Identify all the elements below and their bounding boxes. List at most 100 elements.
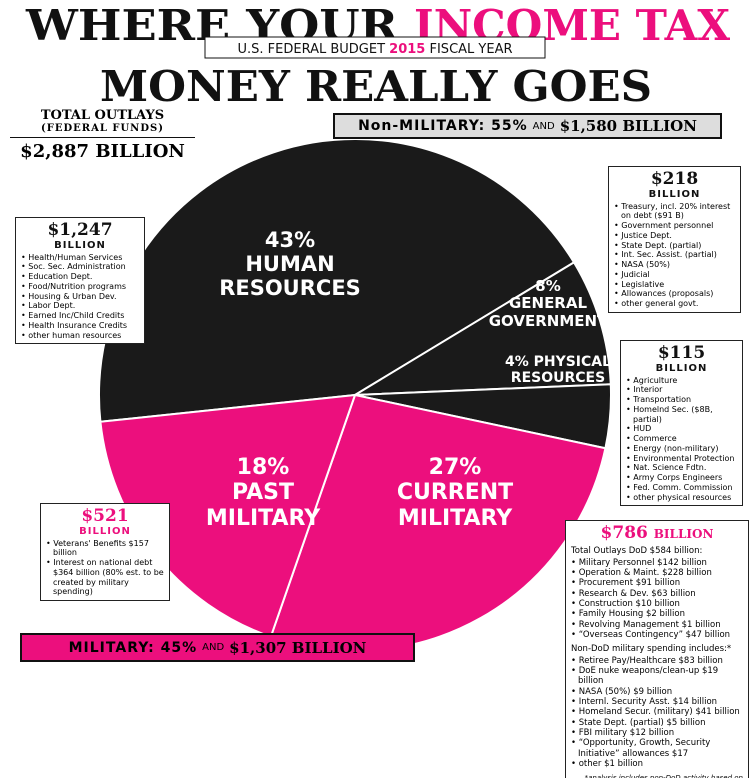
box-unit: BILLION: [655, 362, 708, 374]
list-item: Housing & Urban Dev.: [21, 292, 139, 302]
title: MONEY REALLY GOES: [100, 62, 652, 111]
slice-percent: 27%: [428, 455, 482, 480]
banner-amount: $1,307 BILLION: [229, 638, 367, 657]
slice-category: PAST MILITARY: [205, 480, 321, 531]
list-item: Homelnd Sec. ($8B, partial): [626, 405, 737, 425]
box-unit: BILLION: [54, 239, 106, 251]
list-item: Agriculture: [626, 376, 737, 386]
list-item: Research & Dev. $63 billion: [571, 589, 743, 599]
slice-category: GENERAL GOVERNMENT: [488, 294, 608, 330]
slice-label: 8% GENERAL GOVERNMENT: [478, 277, 618, 330]
list-item: Soc. Sec. Administration: [21, 262, 139, 272]
banner-label: Non-MILITARY: 55%: [358, 118, 528, 134]
list-item: Labor Dept.: [21, 301, 139, 311]
list-item: Operation & Maint. $228 billion: [571, 568, 743, 578]
item-list: Retiree Pay/Healthcare $83 billionDoE nu…: [571, 656, 743, 770]
list-item: Veterans' Benefits $157 billion: [46, 539, 164, 559]
total-label: TOTAL OUTLAYS: [40, 108, 165, 123]
list-item: Family Housing $2 billion: [571, 609, 743, 619]
list-item: Education Dept.: [21, 272, 139, 282]
non-military-banner: Non-MILITARY: 55% AND $1,580 BILLION: [333, 113, 722, 139]
footnote: *analysis includes non-DoD activity base…: [584, 773, 743, 778]
box-unit: BILLION: [653, 527, 714, 541]
slice-percent: 8%: [535, 277, 561, 295]
box-amount: $218: [650, 169, 699, 189]
list-item: Interest on national debt $364 billion (…: [46, 558, 164, 597]
total-note: (FEDERAL FUNDS): [10, 123, 195, 138]
slice-label: 4% PHYSICAL RESOURCES: [493, 354, 623, 386]
list-item: “Opportunity, Growth, Security Initiativ…: [571, 738, 743, 759]
banner-label: MILITARY: 45%: [68, 639, 198, 656]
list-item: DoE nuke weapons/clean-up $19 billion: [571, 666, 743, 687]
category-box: $786 BILLION Total Outlays DoD $584 billi…: [565, 520, 749, 778]
list-item: Interior: [626, 385, 737, 395]
slice-category: PHYSICAL RESOURCES: [510, 354, 612, 387]
slice-label: 43% HUMAN RESOURCES: [215, 228, 365, 300]
list-item: Int. Sec. Assist. (partial): [614, 250, 735, 260]
banner-joiner: AND: [202, 642, 225, 653]
list-item: Environmental Protection: [626, 454, 737, 464]
list-item: Transportation: [626, 395, 737, 405]
list-item: Health Insurance Credits: [21, 321, 139, 331]
slice-percent: 18%: [236, 455, 290, 480]
list-item: Procurement $91 billion: [571, 578, 743, 588]
list-item: Commerce: [626, 434, 737, 444]
list-item: NASA (50%) $9 billion: [571, 687, 743, 697]
box-heading: $786 BILLION: [571, 524, 743, 543]
slice-percent: 43%: [264, 228, 316, 252]
list-item: HUD: [626, 424, 737, 434]
list-item: State Dept. (partial): [614, 241, 735, 251]
box-amount: $786: [600, 523, 648, 543]
slice-label: 18% PAST MILITARY: [183, 455, 343, 531]
list-item: other physical resources: [626, 493, 737, 503]
list-item: other general govt.: [614, 299, 735, 309]
slice-label: 27% CURRENT MILITARY: [365, 455, 545, 531]
list-item: other $1 billion: [571, 759, 743, 769]
list-item: Revolving Management $1 billion: [571, 620, 743, 630]
item-list: Health/Human ServicesSoc. Sec. Administr…: [21, 253, 139, 341]
box-subheading: Total Outlays DoD $584 billion:: [571, 545, 703, 556]
list-item: Food/Nutrition programs: [21, 282, 139, 292]
box-amount: $115: [657, 343, 706, 363]
box-heading: $1,247: [21, 221, 139, 240]
item-list: Veterans' Benefits $157 billionInterest …: [46, 539, 164, 598]
item-list: Treasury, incl. 20% interest on debt ($9…: [614, 202, 735, 309]
list-item: Homeland Secur. (military) $41 billion: [571, 707, 743, 717]
total-amount: $2,887 BILLION: [20, 141, 185, 162]
list-item: Internl. Security Asst. $14 billion: [571, 697, 743, 707]
slice-category: HUMAN RESOURCES: [219, 252, 361, 301]
slice-category: CURRENT MILITARY: [396, 480, 514, 531]
item-list: Military Personnel $142 billionOperation…: [571, 558, 743, 641]
list-item: Earned Inc/Child Credits: [21, 311, 139, 321]
list-item: Energy (non-military): [626, 444, 737, 454]
banner-joiner: AND: [532, 120, 555, 132]
list-item: Treasury, incl. 20% interest on debt ($9…: [614, 202, 735, 222]
military-banner: MILITARY: 45% AND $1,307 BILLION: [20, 633, 415, 662]
box-unit: BILLION: [648, 188, 701, 200]
subtitle: U.S. FEDERAL BUDGET 2015 FISCAL YEAR: [238, 42, 513, 57]
subtitle-part: U.S. FEDERAL BUDGET: [238, 42, 386, 57]
list-item: Nat. Science Fdtn.: [626, 463, 737, 473]
list-item: Fed. Comm. Commission: [626, 483, 737, 493]
box-amount: $1,247: [47, 220, 113, 240]
subtitle-year: 2015: [389, 42, 425, 57]
list-item: Allowances (proposals): [614, 289, 735, 299]
list-item: Retiree Pay/Healthcare $83 billion: [571, 656, 743, 666]
list-item: Justice Dept.: [614, 231, 735, 241]
list-item: NASA (50%): [614, 260, 735, 270]
subtitle-part: FISCAL YEAR: [430, 42, 513, 57]
list-item: FBI military $12 billion: [571, 728, 743, 738]
box-unit: BILLION: [79, 525, 131, 537]
list-item: Military Personnel $142 billion: [571, 558, 743, 568]
list-item: other human resources: [21, 331, 139, 341]
pie: [98, 138, 612, 652]
box-amount: $521: [81, 506, 129, 526]
list-item: Construction $10 billion: [571, 599, 743, 609]
box-heading: $521: [46, 507, 164, 526]
